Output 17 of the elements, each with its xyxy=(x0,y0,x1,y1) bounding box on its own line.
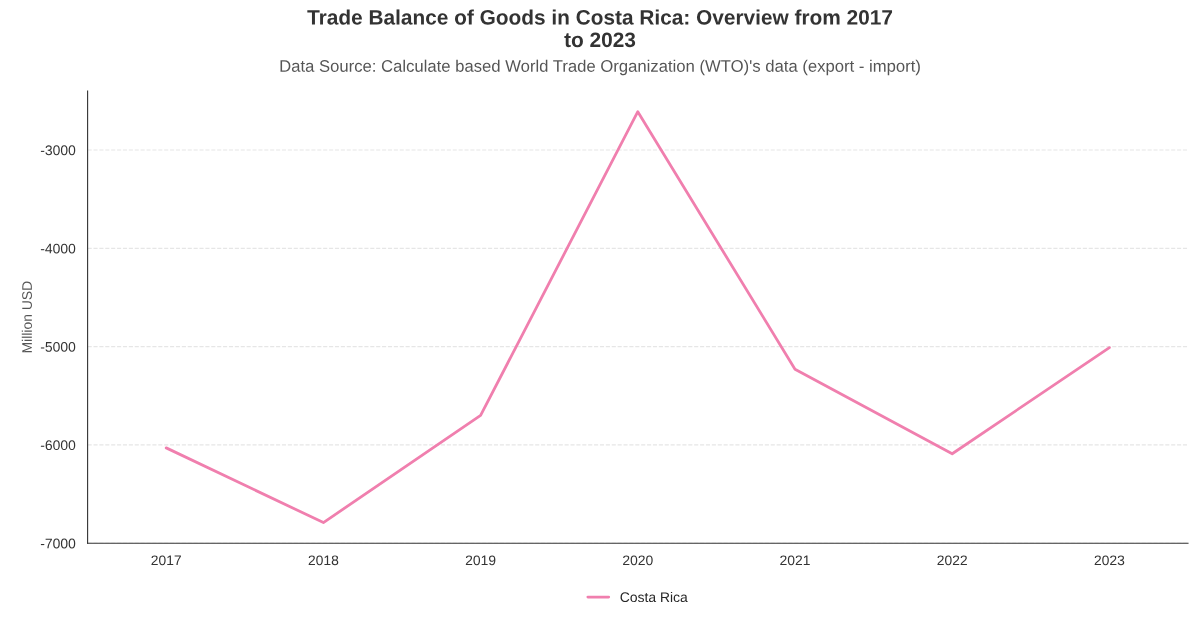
x-tick-label: 2020 xyxy=(623,555,653,566)
y-tick-label: -3000 xyxy=(40,145,76,156)
x-tick-label: 2023 xyxy=(1094,555,1125,566)
legend-label: Costa Rica xyxy=(620,591,688,603)
y-tick-label: -5000 xyxy=(40,341,76,352)
x-tick-label: 2019 xyxy=(465,555,496,566)
y-tick-label: -7000 xyxy=(40,538,76,549)
chart-subtitle: Data Source: Calculate based World Trade Organization (WTO)'s data (export - import) xyxy=(280,59,920,76)
y-tick-label: -4000 xyxy=(40,243,76,254)
y-tick-label: -6000 xyxy=(40,440,76,451)
x-tick-label: 2022 xyxy=(937,555,967,566)
x-tick-label: 2021 xyxy=(780,555,810,566)
chart-title: Trade Balance of Goods in Costa Rica: Overview from 2017 to 2023 xyxy=(307,9,893,48)
x-tick-label: 2017 xyxy=(151,555,181,566)
x-tick-label: 2018 xyxy=(308,555,339,566)
line-series xyxy=(164,110,1111,524)
y-axis-title: Million USD xyxy=(21,281,32,353)
